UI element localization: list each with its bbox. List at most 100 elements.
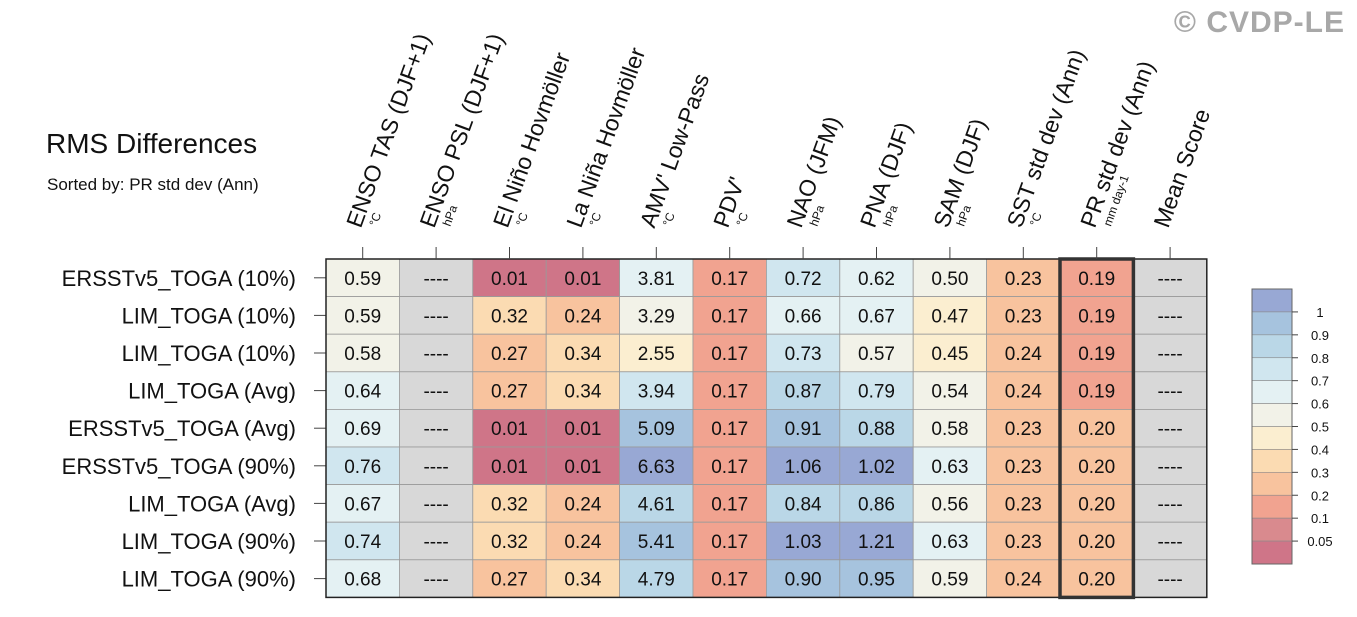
row-label: ERSSTv5_TOGA (10%) <box>62 266 296 291</box>
cell-value: 0.87 <box>785 382 822 403</box>
cell-value: 0.59 <box>344 306 381 327</box>
cell-value: 0.20 <box>1078 532 1115 553</box>
cell-value: 0.01 <box>564 457 601 478</box>
table-cell <box>692 446 767 485</box>
table-cell <box>986 484 1061 523</box>
cell-value: 0.17 <box>711 570 748 591</box>
cell-value: 6.63 <box>638 457 675 478</box>
cell-value: 0.20 <box>1078 419 1115 440</box>
cell-value: 0.68 <box>344 570 381 591</box>
table-cell <box>912 559 988 598</box>
table-cell <box>472 446 547 485</box>
column-unit: °C <box>1027 210 1045 228</box>
cell-value: 0.17 <box>711 457 748 478</box>
cell-value: 0.91 <box>785 419 822 440</box>
cell-value: 3.94 <box>638 382 675 403</box>
table-cell <box>839 296 914 335</box>
cell-value: 0.01 <box>564 269 601 290</box>
cell-value: 0.56 <box>931 494 968 515</box>
colorbar-label: 0.2 <box>1311 488 1329 503</box>
column-unit: °C <box>587 210 605 228</box>
colorbar-segment <box>1251 357 1293 381</box>
cell-value: ---- <box>423 382 448 403</box>
colorbar-label: 0.7 <box>1311 374 1329 389</box>
colorbar-label: 0.4 <box>1311 442 1329 457</box>
colorbar-label: 0.3 <box>1311 465 1329 480</box>
table-cell <box>1133 408 1208 448</box>
cell-value: 0.47 <box>931 306 968 327</box>
cell-value: 0.23 <box>1005 306 1042 327</box>
cell-value: ---- <box>1157 419 1182 440</box>
cell-value: ---- <box>1157 344 1182 365</box>
column-header: AMV' Low-Pass <box>635 70 715 231</box>
cell-value: 0.58 <box>931 419 968 440</box>
cell-value: 0.17 <box>711 306 748 327</box>
cell-value: ---- <box>1157 269 1182 290</box>
table-cell <box>986 446 1061 485</box>
cell-value: 0.63 <box>931 457 968 478</box>
cell-value: 0.20 <box>1078 494 1115 515</box>
cell-value: ---- <box>1157 306 1182 327</box>
table-cell <box>986 521 1061 561</box>
cell-value: 0.23 <box>1005 494 1042 515</box>
table-cell <box>398 296 474 335</box>
colorbar-segment <box>1251 472 1293 496</box>
cell-value: 0.01 <box>491 419 528 440</box>
table-cell <box>912 296 988 335</box>
column-header: SST std dev (Ann) <box>1002 46 1091 231</box>
table-cell <box>986 333 1061 373</box>
colorbar-label: 0.8 <box>1311 351 1329 366</box>
watermark: © CVDP-LE <box>1173 6 1345 39</box>
cell-value: 0.34 <box>564 570 601 591</box>
cell-value: ---- <box>423 269 448 290</box>
table-cell <box>1133 371 1208 410</box>
table-cell <box>472 371 547 410</box>
column-unit: °C <box>733 210 751 228</box>
cell-value: 0.69 <box>344 419 381 440</box>
cell-value: 1.21 <box>858 532 895 553</box>
table-cell <box>545 559 621 598</box>
table-cell <box>986 371 1061 410</box>
column-header: La Niña Hovmöller <box>561 44 650 231</box>
table-cell <box>398 371 474 410</box>
colorbar-segment <box>1251 288 1293 313</box>
table-cell <box>545 408 621 448</box>
cell-value: 0.79 <box>858 382 895 403</box>
cell-value: ---- <box>423 570 448 591</box>
cell-value: 0.24 <box>564 532 601 553</box>
cell-value: 0.17 <box>711 419 748 440</box>
table-cell <box>1133 484 1208 523</box>
cell-value: 0.62 <box>858 269 895 290</box>
cell-value: 0.17 <box>711 532 748 553</box>
table-cell <box>766 446 841 485</box>
cell-value: 0.20 <box>1078 570 1115 591</box>
cell-value: 0.17 <box>711 344 748 365</box>
column-header: Mean Score <box>1148 105 1215 230</box>
cell-value: 0.17 <box>711 494 748 515</box>
table-border <box>325 258 1208 599</box>
table-cell <box>766 296 841 335</box>
cell-value: ---- <box>423 306 448 327</box>
row-label: ERSSTv5_TOGA (90%) <box>62 454 296 479</box>
table-cell <box>766 521 841 561</box>
cell-value: ---- <box>423 457 448 478</box>
column-unit: °C <box>366 210 384 228</box>
cell-value: 0.27 <box>491 570 528 591</box>
table-cell <box>692 559 767 598</box>
cell-value: 1.03 <box>785 532 822 553</box>
table-cell <box>398 559 474 598</box>
table-cell <box>398 446 474 485</box>
row-label: LIM_TOGA (10%) <box>122 341 296 366</box>
cell-value: 1.06 <box>785 457 822 478</box>
cell-value: 0.90 <box>785 570 822 591</box>
table-cell <box>839 521 914 561</box>
cell-value: 0.74 <box>344 532 381 553</box>
table-cell <box>1133 446 1208 485</box>
table-cell <box>912 484 988 523</box>
cell-value: 0.59 <box>344 269 381 290</box>
table-cell <box>1059 258 1134 297</box>
cell-value: ---- <box>423 532 448 553</box>
cell-value: 0.24 <box>1005 570 1042 591</box>
row-label: LIM_TOGA (90%) <box>122 567 296 592</box>
cell-value: 0.45 <box>931 344 968 365</box>
